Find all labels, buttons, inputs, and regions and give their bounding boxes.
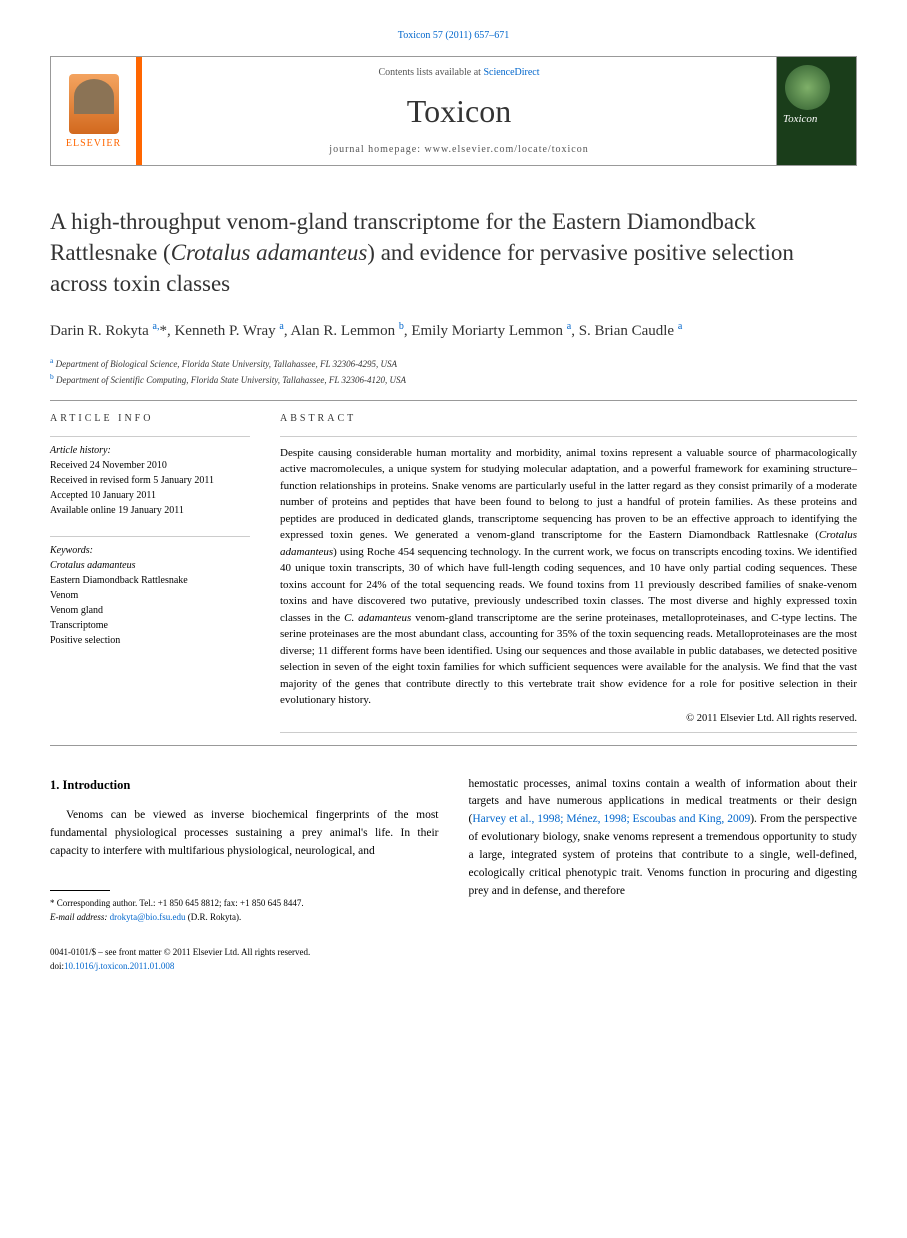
journal-reference: Toxicon 57 (2011) 657–671 [50, 30, 857, 41]
keyword-line: Eastern Diamondback Rattlesnake [50, 573, 250, 588]
article-info-column: ARTICLE INFO Article history: Received 2… [50, 413, 250, 733]
keyword-line: Venom [50, 588, 250, 603]
journal-cover-thumbnail[interactable]: Toxicon [776, 57, 856, 165]
keyword-line: Positive selection [50, 633, 250, 648]
history-line: Available online 19 January 2011 [50, 503, 250, 518]
sciencedirect-link[interactable]: ScienceDirect [483, 67, 539, 78]
body-two-column: 1. Introduction Venoms can be viewed as … [50, 776, 857, 974]
intro-para-1-cont: hemostatic processes, animal toxins cont… [469, 776, 858, 901]
keyword-line: Venom gland [50, 603, 250, 618]
author-list: Darin R. Rokyta a,*, Kenneth P. Wray a, … [50, 319, 857, 343]
journal-title: Toxicon [407, 93, 511, 130]
body-right-column: hemostatic processes, animal toxins cont… [469, 776, 858, 974]
doi-link[interactable]: 10.1016/j.toxicon.2011.01.008 [64, 961, 174, 971]
corresponding-author-footnote: * Corresponding author. Tel.: +1 850 645… [50, 897, 439, 924]
keyword-line: Crotalus adamanteus [50, 558, 250, 573]
divider [50, 400, 857, 401]
history-label: Article history: [50, 443, 250, 458]
article-history-block: Article history: Received 24 November 20… [50, 436, 250, 518]
journal-homepage-url[interactable]: www.elsevier.com/locate/toxicon [425, 144, 589, 155]
journal-header: ELSEVIER Contents lists available at Sci… [50, 56, 857, 166]
article-title: A high-throughput venom-gland transcript… [50, 206, 857, 299]
affiliations: a Department of Biological Science, Flor… [50, 355, 857, 388]
body-left-column: 1. Introduction Venoms can be viewed as … [50, 776, 439, 974]
keywords-block: Keywords: Crotalus adamanteusEastern Dia… [50, 536, 250, 648]
affiliation-line: b Department of Scientific Computing, Fl… [50, 371, 857, 388]
elsevier-logo[interactable]: ELSEVIER [51, 57, 136, 165]
article-info-heading: ARTICLE INFO [50, 413, 250, 424]
author-email-link[interactable]: drokyta@bio.fsu.edu [110, 912, 186, 922]
section-1-heading: 1. Introduction [50, 776, 439, 795]
abstract-heading: ABSTRACT [280, 413, 857, 424]
intro-para-1: Venoms can be viewed as inverse biochemi… [50, 807, 439, 860]
footnote-separator [50, 890, 110, 891]
page-footer: 0041-0101/$ – see front matter © 2011 El… [50, 946, 439, 973]
elsevier-tree-icon [69, 74, 119, 134]
cover-title: Toxicon [783, 113, 817, 125]
copyright-line: © 2011 Elsevier Ltd. All rights reserved… [280, 713, 857, 724]
divider [50, 745, 857, 746]
journal-homepage-line: journal homepage: www.elsevier.com/locat… [329, 144, 588, 155]
history-line: Received 24 November 2010 [50, 458, 250, 473]
history-line: Received in revised form 5 January 2011 [50, 473, 250, 488]
citation-link[interactable]: Harvey et al., 1998; Ménez, 1998; Escoub… [472, 813, 750, 825]
keyword-line: Transcriptome [50, 618, 250, 633]
abstract-text: Despite causing considerable human morta… [280, 445, 857, 709]
contents-available-line: Contents lists available at ScienceDirec… [378, 67, 539, 78]
keywords-label: Keywords: [50, 543, 250, 558]
elsevier-brand-text: ELSEVIER [66, 138, 121, 149]
history-line: Accepted 10 January 2011 [50, 488, 250, 503]
info-abstract-row: ARTICLE INFO Article history: Received 2… [50, 413, 857, 733]
affiliation-line: a Department of Biological Science, Flor… [50, 355, 857, 372]
header-center: Contents lists available at ScienceDirec… [142, 57, 776, 165]
abstract-column: ABSTRACT Despite causing considerable hu… [280, 413, 857, 733]
